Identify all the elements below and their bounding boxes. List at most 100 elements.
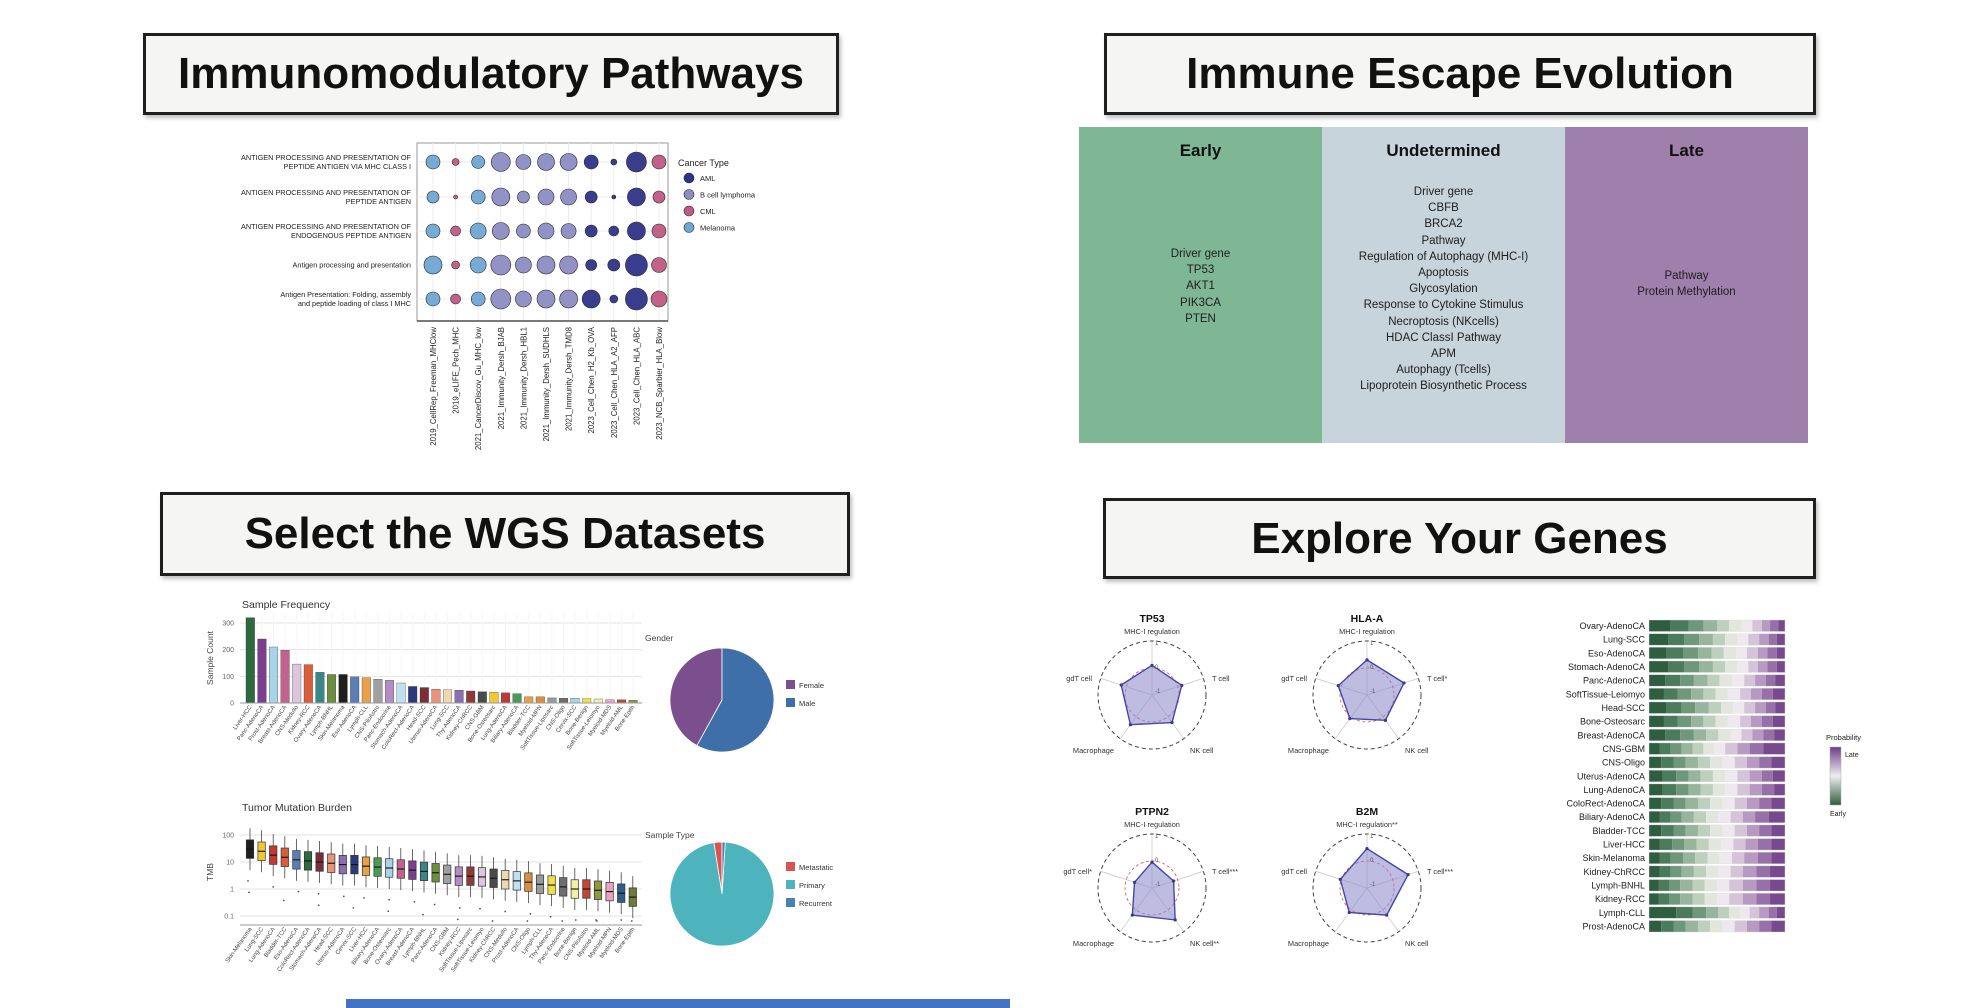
- svg-text:Primary: Primary: [799, 881, 825, 890]
- svg-text:Bone-Epith: Bone-Epith: [614, 705, 636, 733]
- svg-text:2021_CancerDiscov_Gu_MHC_low: 2021_CancerDiscov_Gu_MHC_low: [474, 327, 483, 450]
- immune-escape-evolution-button[interactable]: Immune Escape Evolution: [1104, 33, 1816, 115]
- svg-text:Antigen processing and present: Antigen processing and presentation: [293, 261, 411, 270]
- svg-text:and peptide loading of class I: and peptide loading of class I MHC: [298, 299, 411, 308]
- svg-text:Myeloid-MPN: Myeloid-MPN: [518, 705, 544, 738]
- sample-frequency-bar-chart: Sample Frequency 0 100 200 300 Sample Count Li…: [205, 599, 642, 751]
- svg-text:NK cell**: NK cell**: [1190, 939, 1219, 948]
- svg-text:0: 0: [1155, 665, 1159, 671]
- svg-text:gdT cell: gdT cell: [1281, 674, 1307, 683]
- escape-item: Driver gene: [1170, 248, 1231, 260]
- svg-text:Skin-Melanoma: Skin-Melanoma: [225, 926, 254, 964]
- svg-text:Lung-SCC: Lung-SCC: [1603, 635, 1646, 645]
- svg-text:Uterus-AdenoCA: Uterus-AdenoCA: [1577, 771, 1645, 781]
- svg-text:Lung-AdenoCA: Lung-AdenoCA: [248, 927, 276, 964]
- svg-text:Kidney-RCC: Kidney-RCC: [438, 926, 462, 957]
- svg-text:Kidney-ChRCC: Kidney-ChRCC: [446, 704, 475, 742]
- svg-text:TMB: TMB: [205, 863, 215, 881]
- svg-text:ANTIGEN PROCESSING AND PRESENT: ANTIGEN PROCESSING AND PRESENTATION OF: [241, 188, 412, 197]
- svg-text:NK cell: NK cell: [1405, 746, 1429, 755]
- svg-text:SoftTissue-Leiomyo: SoftTissue-Leiomyo: [450, 926, 486, 973]
- svg-text:gdT cell: gdT cell: [1281, 867, 1307, 876]
- svg-text:HLA-A: HLA-A: [1351, 613, 1384, 625]
- immunomodulatory-pathways-button[interactable]: Immunomodulatory Pathways: [143, 33, 839, 115]
- svg-text:Bladder-TCC: Bladder-TCC: [263, 926, 288, 959]
- svg-text:ColoRect-AdenoCA: ColoRect-AdenoCA: [277, 927, 312, 973]
- svg-text:ANTIGEN PROCESSING AND PRESENT: ANTIGEN PROCESSING AND PRESENTATION OF: [241, 222, 412, 231]
- escape-item: Necroptosis (NKcells): [1388, 315, 1499, 328]
- svg-text:PEPTIDE ANTIGEN: PEPTIDE ANTIGEN: [346, 197, 411, 206]
- svg-text:2021_Immunity_Dersh_HBL1: 2021_Immunity_Dersh_HBL1: [519, 327, 528, 429]
- svg-text:-1: -1: [1155, 689, 1161, 695]
- svg-text:Sample Type: Sample Type: [645, 830, 695, 840]
- escape-item: Driver gene: [1413, 186, 1474, 198]
- svg-text:1: 1: [1370, 834, 1374, 840]
- svg-text:Sample Count: Sample Count: [205, 630, 215, 685]
- escape-item: HDAC ClassI Pathway: [1385, 331, 1502, 344]
- explore-your-genes-button[interactable]: Explore Your Genes: [1103, 498, 1816, 579]
- svg-text:Lung-SCC: Lung-SCC: [244, 926, 265, 953]
- svg-text:Ovary-AdenoCA: Ovary-AdenoCA: [374, 927, 404, 966]
- svg-text:CNS-GBM: CNS-GBM: [1603, 744, 1646, 754]
- svg-text:Antigen Presentation: Folding,: Antigen Presentation: Folding, assembly: [280, 290, 411, 299]
- immune-escape-evolution-preview[interactable]: Early Driver gene TP53 AKT1 PIK3CA PTEN Unde…: [1079, 127, 1808, 443]
- svg-text:Stomach-AdenoCA: Stomach-AdenoCA: [289, 927, 323, 973]
- svg-text:Panc-Endocrine: Panc-Endocrine: [363, 704, 393, 743]
- svg-text:Myeloid-MPN: Myeloid-MPN: [588, 927, 614, 960]
- svg-text:Biliary-AdenoCA: Biliary-AdenoCA: [490, 705, 520, 745]
- svg-text:Prost-AdenoCA: Prost-AdenoCA: [248, 705, 277, 743]
- svg-text:Ovary-AdenoCA: Ovary-AdenoCA: [1579, 621, 1645, 631]
- escape-item: BRCA2: [1424, 218, 1463, 231]
- svg-text:Thy-AdenoCA: Thy-AdenoCA: [436, 705, 463, 739]
- svg-text:Tumor Mutation Burden: Tumor Mutation Burden: [242, 802, 352, 814]
- svg-text:2021_Immunity_Dersh_BJAB: 2021_Immunity_Dersh_BJAB: [497, 327, 506, 429]
- svg-text:T cell***: T cell***: [1212, 867, 1238, 876]
- svg-text:CNS-Oligo: CNS-Oligo: [511, 926, 533, 953]
- svg-text:SoftTissue-Liposarc: SoftTissue-Liposarc: [520, 705, 555, 752]
- immunomodulatory-pathways-button-label: Immunomodulatory Pathways: [178, 49, 804, 98]
- svg-text:Cervix-SCC: Cervix-SCC: [555, 704, 578, 734]
- svg-text:Eso-AdenoCA: Eso-AdenoCA: [273, 927, 300, 962]
- svg-text:Panc-AdenoCA: Panc-AdenoCA: [411, 927, 440, 964]
- svg-text:Head-SCC: Head-SCC: [406, 704, 428, 732]
- svg-text:Macrophage: Macrophage: [1288, 746, 1329, 755]
- escape-item: Regulation of Autophagy (MHC-I): [1358, 250, 1529, 263]
- svg-text:Skin-Melanoma: Skin-Melanoma: [1582, 853, 1645, 863]
- svg-text:Myeloid-AML: Myeloid-AML: [600, 704, 625, 737]
- select-wgs-datasets-button[interactable]: Select the WGS Datasets: [160, 492, 850, 576]
- svg-text:Bladder-TCC: Bladder-TCC: [507, 704, 532, 737]
- sample-type-pie-chart: Sample Type Metastatic Primary Recurrent: [645, 830, 833, 947]
- svg-text:Prost-AdenoCA: Prost-AdenoCA: [492, 927, 521, 965]
- svg-text:Male: Male: [799, 699, 815, 708]
- svg-text:0: 0: [1155, 858, 1159, 864]
- svg-text:B cell lymphoma: B cell lymphoma: [700, 191, 756, 200]
- svg-text:Early: Early: [1830, 811, 1846, 818]
- svg-text:Female: Female: [799, 681, 824, 690]
- svg-text:Head-SCC: Head-SCC: [1601, 703, 1645, 713]
- probability-stacked-bar-chart: Ovary-AdenoCA Lung-SCC Eso-AdenoCA Stomach-…: [1566, 619, 1861, 933]
- escape-item: Apoptosis: [1418, 267, 1469, 280]
- escape-panel-undetermined-header: Undetermined: [1386, 141, 1501, 160]
- escape-item: Glycosylation: [1409, 283, 1478, 296]
- escape-panel-undetermined-items: Driver gene CBFB BRCA2 Pathway Regulation of…: [1322, 161, 1565, 395]
- svg-text:Panc-AdenoCA: Panc-AdenoCA: [237, 705, 266, 742]
- svg-text:MHC-I regulation: MHC-I regulation: [1339, 627, 1395, 636]
- svg-text:Lung-AdenoCA: Lung-AdenoCA: [480, 705, 508, 742]
- svg-text:NK cell: NK cell: [1190, 746, 1214, 755]
- svg-text:1: 1: [1155, 834, 1159, 840]
- svg-text:Breast-AdenoCA: Breast-AdenoCA: [385, 927, 416, 967]
- svg-text:2023_Cell_Chen_HLA_ABC: 2023_Cell_Chen_HLA_ABC: [632, 327, 641, 425]
- svg-text:Macrophage: Macrophage: [1073, 939, 1114, 948]
- svg-text:Biliary-AdenoCA: Biliary-AdenoCA: [1579, 812, 1645, 822]
- escape-item: PIK3CA: [1180, 296, 1221, 309]
- tumor-mutation-burden-boxplot: Tumor Mutation Burden 100 10 1 0.1 TMB Skin-Me…: [205, 802, 642, 973]
- svg-text:2023_NCB_Sparbier_HLA_Blow: 2023_NCB_Sparbier_HLA_Blow: [655, 327, 664, 440]
- escape-item: Lipoprotein Biosynthetic Process: [1360, 380, 1527, 393]
- svg-text:1: 1: [230, 887, 234, 894]
- svg-text:SoftTissue-Leiomyo: SoftTissue-Leiomyo: [566, 704, 602, 751]
- explore-your-genes-button-label: Explore Your Genes: [1251, 513, 1668, 563]
- svg-text:CNS-GBM: CNS-GBM: [464, 705, 485, 732]
- svg-text:Lymph-BNHL: Lymph-BNHL: [309, 704, 335, 737]
- svg-text:2021_Immunity_Dersh_TMD8: 2021_Immunity_Dersh_TMD8: [565, 327, 574, 431]
- svg-text:200: 200: [222, 647, 234, 654]
